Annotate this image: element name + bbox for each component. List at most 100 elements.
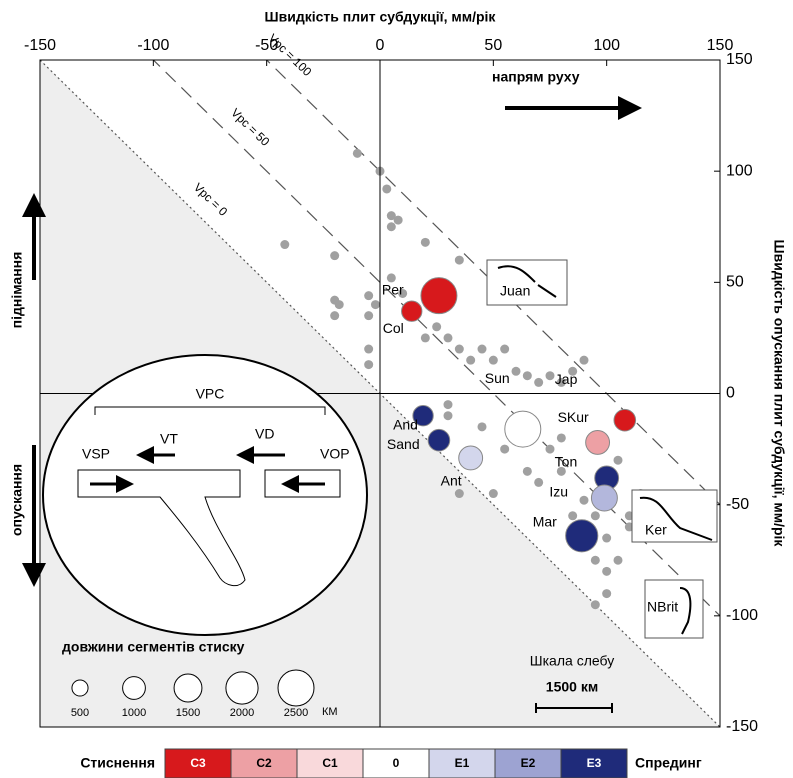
y-tick-label: 0 — [726, 385, 735, 402]
point — [523, 467, 532, 476]
point-label: SKur — [558, 409, 589, 425]
x-axis-title: Швидкість плит субдукції, мм/рік — [265, 9, 497, 25]
size-legend-label: 2000 — [230, 707, 254, 719]
point-label: Sand — [387, 436, 420, 452]
x-tick-label: -100 — [137, 37, 169, 54]
point — [614, 456, 623, 465]
point — [602, 534, 611, 543]
y-tick-label: -50 — [726, 496, 749, 513]
point-label: Izu — [549, 484, 568, 500]
point — [466, 356, 475, 365]
point — [500, 345, 509, 354]
profile-label: Juan — [500, 283, 530, 299]
point — [602, 567, 611, 576]
size-legend-circle — [278, 670, 314, 706]
y-tick-label: 150 — [726, 51, 753, 68]
inset-label: VPC — [196, 386, 225, 402]
size-legend-circle — [226, 672, 258, 704]
inset-label: VSP — [82, 446, 110, 462]
point — [557, 433, 566, 442]
point-label: Col — [383, 320, 404, 336]
point — [387, 222, 396, 231]
point-label: Per — [382, 281, 404, 297]
scale-bar-title: Шкала слебу — [530, 653, 614, 669]
profile-label: NBrit — [647, 599, 678, 615]
color-swatch-label: C2 — [256, 756, 272, 770]
x-tick-label: 0 — [376, 37, 385, 54]
chart: Швидкість плит субдукції, мм/рік Швидкіс… — [0, 0, 793, 778]
y-tick-label: 50 — [726, 274, 744, 291]
color-swatch-label: 0 — [393, 756, 400, 770]
point — [421, 238, 430, 247]
point — [534, 378, 543, 387]
point — [534, 478, 543, 487]
subsidence-label: опускання — [9, 464, 25, 536]
color-swatch-label: E2 — [521, 756, 536, 770]
size-legend-circle — [174, 674, 202, 702]
point — [364, 291, 373, 300]
point — [568, 511, 577, 520]
point — [335, 300, 344, 309]
point — [394, 216, 403, 225]
point-label: Sun — [485, 370, 510, 386]
color-scale-right: Спрединг — [635, 755, 702, 771]
point — [455, 256, 464, 265]
inset-label: VOP — [320, 446, 350, 462]
x-tick-label: -50 — [255, 37, 278, 54]
point — [489, 356, 498, 365]
y-tick-label: 100 — [726, 162, 753, 179]
point — [353, 149, 362, 158]
size-legend-label: 1500 — [176, 707, 200, 719]
point — [444, 333, 453, 342]
bubble — [459, 446, 483, 470]
bubble — [614, 409, 636, 431]
point — [591, 511, 600, 520]
reference-label: Vpc = 50 — [228, 106, 272, 149]
point — [280, 240, 289, 249]
bubble — [402, 301, 422, 321]
point — [500, 445, 509, 454]
profile-label: Ker — [645, 522, 667, 538]
point — [330, 311, 339, 320]
point — [591, 556, 600, 565]
point — [523, 371, 532, 380]
y-axis-title: Швидкість опускання плит субдукції, мм/р… — [771, 240, 787, 548]
point — [330, 251, 339, 260]
point — [489, 489, 498, 498]
point — [478, 422, 487, 431]
size-legend-unit: КМ — [322, 706, 338, 718]
size-legend-circle — [72, 680, 88, 696]
reference-label: Vpc = 0 — [191, 180, 230, 219]
size-legend-label: 2500 — [284, 707, 308, 719]
point — [455, 489, 464, 498]
point — [512, 367, 521, 376]
size-legend-label: 500 — [71, 707, 89, 719]
point — [455, 345, 464, 354]
point — [444, 400, 453, 409]
bubble — [566, 520, 598, 552]
color-swatch-label: C3 — [190, 756, 206, 770]
point — [591, 600, 600, 609]
color-swatch-label: E1 — [455, 756, 470, 770]
point-label: Ant — [441, 473, 462, 489]
point — [602, 589, 611, 598]
point — [382, 184, 391, 193]
y-tick-label: -100 — [726, 607, 758, 624]
point-label: Ton — [555, 454, 578, 470]
point-label: Mar — [533, 513, 557, 529]
uplift-label: піднімання — [9, 252, 25, 329]
point-label: Jap — [555, 371, 578, 387]
point — [444, 411, 453, 420]
point — [364, 345, 373, 354]
bubble — [421, 278, 457, 314]
bubble — [591, 485, 617, 511]
color-scale: Стиснення Спрединг C3C2C10E1E2E3 — [80, 749, 702, 778]
scale-bar-label: 1500 км — [546, 679, 598, 695]
y-tick-label: -150 — [726, 718, 758, 735]
bubble — [586, 430, 610, 454]
point — [478, 345, 487, 354]
color-scale-left: Стиснення — [80, 755, 155, 771]
point — [580, 356, 589, 365]
size-legend-title: довжини сегментів стиску — [62, 639, 245, 655]
color-swatch-label: E3 — [587, 756, 602, 770]
